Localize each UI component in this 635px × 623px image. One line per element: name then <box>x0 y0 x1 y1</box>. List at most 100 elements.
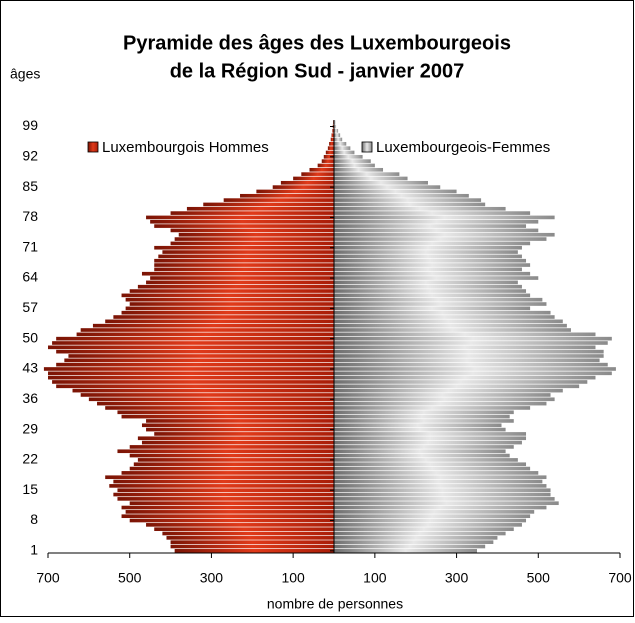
bar <box>334 518 527 523</box>
bar <box>334 549 477 553</box>
bar <box>129 445 334 449</box>
bar <box>97 401 335 406</box>
x-tick-label: 500 <box>527 570 551 586</box>
bar <box>272 185 334 189</box>
bar <box>325 150 334 155</box>
bar <box>334 536 498 540</box>
x-tick-label: 300 <box>200 570 224 586</box>
bar <box>117 488 334 493</box>
bar <box>334 436 527 441</box>
bar <box>137 284 334 289</box>
bar <box>334 215 555 220</box>
bar <box>334 163 375 168</box>
bar <box>334 388 563 393</box>
bar <box>334 410 514 415</box>
bar <box>334 328 571 332</box>
bar <box>256 189 334 194</box>
bar <box>334 146 351 150</box>
bar <box>334 445 514 449</box>
bar <box>332 129 334 133</box>
bar <box>334 462 527 467</box>
bar <box>170 228 334 233</box>
bar <box>334 336 612 341</box>
bar <box>321 159 334 163</box>
bar <box>280 180 334 185</box>
bar <box>334 544 486 549</box>
bar <box>334 406 531 410</box>
bar <box>334 492 551 497</box>
bar <box>334 124 337 129</box>
bar <box>186 206 334 211</box>
bar <box>125 306 334 311</box>
bar <box>334 384 580 389</box>
bar <box>327 146 334 150</box>
bar <box>80 328 334 332</box>
bar <box>121 310 335 315</box>
bar <box>334 193 469 198</box>
bar <box>154 527 334 532</box>
bar <box>56 362 335 367</box>
bar <box>334 471 539 475</box>
bar <box>150 219 334 224</box>
bar <box>125 510 334 514</box>
x-tick-label: 100 <box>363 570 387 586</box>
bar <box>64 358 334 363</box>
bar <box>334 423 502 428</box>
bar <box>334 380 588 384</box>
bar <box>141 271 334 276</box>
bar <box>334 358 600 363</box>
bar <box>121 505 335 510</box>
bar <box>334 323 567 328</box>
bar <box>334 129 339 133</box>
bar <box>334 432 527 436</box>
bar <box>331 133 334 137</box>
bar <box>154 258 334 263</box>
chart-title: de la Région Sud - janvier 2007 <box>170 60 465 82</box>
legend-label: Luxembourgois Hommes <box>102 139 269 156</box>
bar <box>56 349 335 354</box>
bar <box>146 419 334 423</box>
bar <box>334 354 604 358</box>
bar <box>154 432 334 436</box>
bar <box>334 510 535 514</box>
bar <box>334 501 559 506</box>
y-tick-label: 64 <box>22 269 38 285</box>
bar <box>48 345 334 350</box>
bar <box>72 388 334 393</box>
bar <box>146 215 334 220</box>
y-tick-label: 92 <box>22 148 38 164</box>
y-tick-label: 22 <box>22 451 38 467</box>
bar <box>334 219 539 224</box>
chart-title: Pyramide des âges des Luxembourgeois <box>123 32 511 54</box>
x-tick-label: 500 <box>118 570 142 586</box>
bar <box>170 241 334 246</box>
bar <box>334 332 596 337</box>
bar <box>133 462 334 467</box>
bar <box>121 471 335 475</box>
bar <box>170 544 334 549</box>
bar <box>334 284 522 289</box>
x-tick-label: 700 <box>608 570 632 586</box>
bar <box>334 449 506 454</box>
y-tick-label: 15 <box>22 481 38 497</box>
bar <box>334 172 400 176</box>
bar <box>158 254 334 259</box>
bar <box>334 488 551 493</box>
y-tick-label: 99 <box>22 117 38 133</box>
x-tick-label: 700 <box>36 570 60 586</box>
bar <box>154 224 334 228</box>
bar <box>105 475 334 480</box>
bar <box>334 458 518 462</box>
bar <box>146 280 334 285</box>
bar <box>334 306 531 311</box>
bar <box>334 258 527 263</box>
bar <box>309 167 334 172</box>
bar <box>121 514 335 519</box>
x-axis-label: nombre de personnes <box>267 596 403 612</box>
bar <box>154 245 334 250</box>
y-tick-label: 8 <box>30 511 38 527</box>
bar <box>129 302 334 306</box>
bar <box>52 341 334 345</box>
bar <box>334 280 518 285</box>
